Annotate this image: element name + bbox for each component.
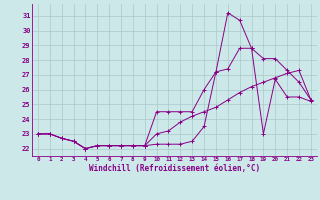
X-axis label: Windchill (Refroidissement éolien,°C): Windchill (Refroidissement éolien,°C) — [89, 164, 260, 173]
